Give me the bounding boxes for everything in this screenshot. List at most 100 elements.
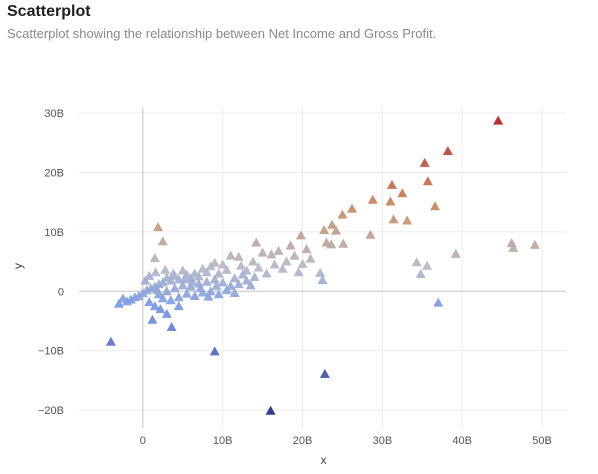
scatter-point	[173, 301, 184, 311]
scatter-point	[319, 225, 330, 235]
scatter-point	[269, 259, 280, 269]
scatter-point	[315, 267, 326, 277]
scatter-point	[161, 308, 172, 318]
scatter-point	[155, 304, 166, 314]
y-tick-label: −20B	[38, 405, 64, 417]
scatter-point	[411, 257, 422, 267]
scatter-point	[450, 248, 461, 258]
scatter-point	[251, 237, 262, 247]
scatter-point	[415, 269, 426, 279]
scatter-point	[248, 256, 259, 266]
y-tick-label: 20B	[44, 167, 64, 179]
scatter-point	[295, 230, 306, 240]
scatter-point	[144, 296, 155, 306]
x-axis-label: x	[321, 453, 327, 467]
scatter-point	[419, 157, 430, 167]
scatter-point	[326, 239, 337, 249]
scatter-point	[181, 288, 192, 298]
axes	[79, 107, 566, 428]
scatter-point	[277, 263, 288, 273]
scatter-point	[217, 277, 228, 287]
scatter-point	[189, 268, 200, 278]
scatter-point	[229, 273, 240, 283]
scatter-point	[197, 263, 208, 273]
scatter-point	[211, 280, 222, 290]
scatter-point	[397, 188, 408, 198]
scatter-point	[317, 274, 328, 284]
y-axis-label: y	[11, 263, 25, 269]
x-tick-label: 20B	[293, 435, 313, 447]
scatter-point	[213, 289, 224, 299]
x-tick-label: 0	[140, 435, 146, 447]
scatter-point	[442, 145, 453, 155]
scatter-point	[157, 236, 168, 246]
scatter-point	[147, 314, 158, 324]
scatter-point	[161, 286, 172, 296]
data-points	[105, 115, 540, 415]
scatter-point	[152, 285, 163, 295]
scatter-point	[149, 252, 160, 262]
scatter-point	[203, 291, 214, 301]
scatter-point	[289, 250, 300, 260]
scatter-point	[177, 265, 188, 275]
scatter-point	[209, 274, 220, 284]
scatter-point	[166, 321, 177, 331]
scatter-point	[422, 260, 433, 270]
scatter-point	[257, 247, 268, 257]
scatter-point	[301, 244, 312, 254]
scatter-point	[386, 179, 397, 189]
y-tick-label: 30B	[44, 108, 64, 120]
x-tick-label: 40B	[452, 435, 472, 447]
scatter-point	[173, 292, 184, 302]
scatter-point	[140, 275, 151, 285]
scatter-point	[117, 293, 128, 303]
scatter-point	[241, 275, 252, 285]
scatter-point	[249, 272, 260, 282]
scatter-point	[221, 264, 232, 274]
scatter-point	[245, 280, 256, 290]
scatter-point	[385, 196, 396, 206]
scatter-point	[189, 291, 200, 301]
scatter-point	[205, 261, 216, 271]
scatter-point	[293, 267, 304, 277]
scatter-point	[221, 285, 232, 295]
scatter-point	[160, 264, 171, 274]
scatter-point	[169, 283, 180, 293]
scatter-point	[237, 269, 248, 279]
scatter-point	[217, 259, 228, 269]
scatter-point	[150, 267, 161, 277]
scatter-point	[338, 238, 349, 248]
scatter-point	[236, 260, 247, 270]
scatter-point	[430, 201, 441, 211]
scatter-point	[113, 298, 124, 308]
scatter-point	[165, 295, 176, 305]
scatter-point	[285, 240, 296, 250]
scatter-point	[347, 203, 358, 213]
scatter-point	[273, 245, 284, 255]
scatter-point	[213, 268, 224, 278]
x-tick-label: 10B	[213, 435, 233, 447]
page-title: Scatterplot	[7, 3, 91, 20]
scatter-point	[225, 250, 236, 260]
scatter-point	[529, 239, 540, 249]
grid-lines	[79, 107, 566, 428]
scatter-point	[241, 265, 252, 275]
scatter-point	[493, 115, 504, 125]
scatter-point	[105, 336, 116, 346]
scatter-point	[281, 256, 292, 266]
scatter-point	[179, 274, 190, 284]
scatter-point	[157, 293, 168, 303]
scatter-point	[144, 270, 155, 280]
scatter-point	[153, 222, 164, 232]
scatter-point	[305, 253, 316, 263]
scatter-point	[201, 276, 212, 286]
scatter-point	[508, 242, 519, 252]
x-tick-label: 50B	[532, 435, 552, 447]
scatter-point	[367, 194, 378, 204]
scatter-point	[225, 280, 236, 290]
y-tick-label: −10B	[38, 346, 64, 358]
scatter-point	[402, 215, 413, 225]
scatter-point	[253, 262, 264, 272]
scatter-point	[265, 405, 276, 415]
